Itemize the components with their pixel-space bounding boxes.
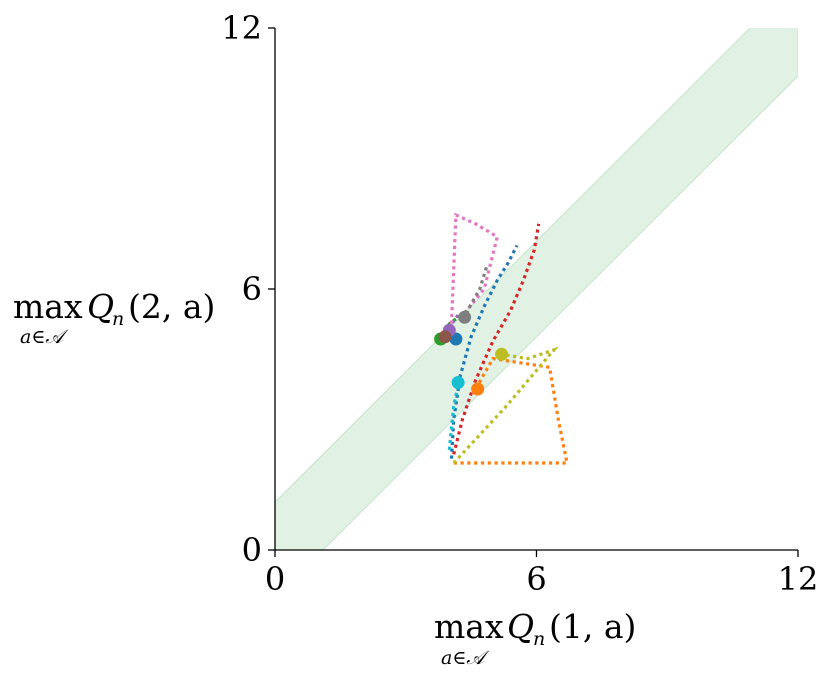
series-endpoint-6 bbox=[438, 330, 452, 344]
y-label-args: (2, a) bbox=[128, 287, 215, 326]
x-label-op: max bbox=[434, 607, 504, 646]
series-endpoint-9 bbox=[495, 347, 509, 361]
series-line-7 bbox=[449, 212, 500, 324]
y-label-expr: Q bbox=[87, 287, 114, 326]
y-axis-label: max a∈𝒜 Q n (2, a) bbox=[13, 287, 215, 348]
series-line-4 bbox=[452, 223, 541, 455]
y-tick-label-1: 0 bbox=[242, 531, 262, 569]
series-endpoint-8 bbox=[458, 310, 472, 324]
x-tick-label-3: 12 bbox=[778, 560, 819, 598]
diagonal-band bbox=[275, 28, 798, 550]
y-tick-label-2: 6 bbox=[242, 270, 262, 308]
series-line-10 bbox=[447, 382, 460, 451]
series-endpoint-2 bbox=[471, 382, 485, 396]
y-tick-label-3: 12 bbox=[221, 9, 262, 47]
y-label-sub: a∈𝒜 bbox=[20, 326, 69, 348]
x-label-expr-sub: n bbox=[533, 628, 545, 650]
x-tick-label-2: 6 bbox=[526, 560, 546, 598]
x-axis-label: max a∈𝒜 Q n (1, a) bbox=[434, 607, 636, 669]
endpoint-group bbox=[434, 310, 509, 396]
series-line-9 bbox=[452, 346, 559, 465]
x-label-expr: Q bbox=[507, 607, 534, 646]
x-tick-label-1: 0 bbox=[265, 560, 285, 598]
y-label-expr-sub: n bbox=[112, 308, 124, 330]
y-label-op: max bbox=[13, 287, 83, 326]
x-label-sub: a∈𝒜 bbox=[441, 647, 490, 669]
x-label-args: (1, a) bbox=[549, 607, 636, 646]
series-endpoint-10 bbox=[451, 376, 465, 389]
ticks-group: 0 6 12 0 6 12 bbox=[221, 9, 818, 598]
series-line-2 bbox=[453, 356, 569, 465]
band-area bbox=[275, 28, 798, 550]
